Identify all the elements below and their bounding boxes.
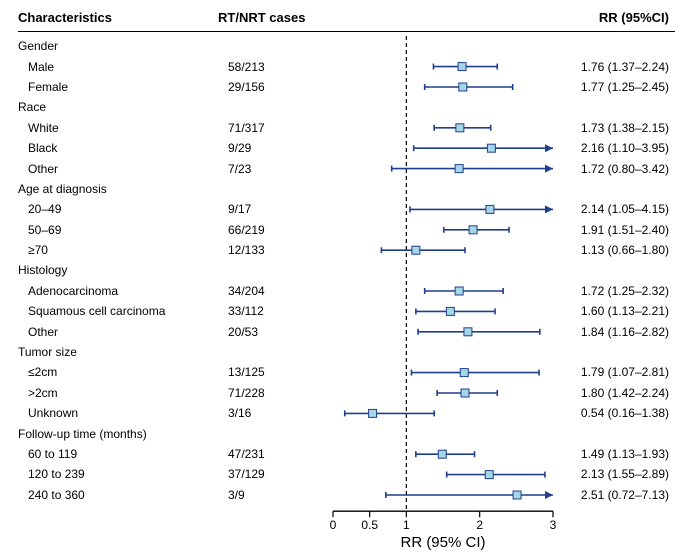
cell-rr: 1.91 (1.51–2.40) [563, 223, 675, 237]
cell-cases: 47/231 [228, 447, 343, 461]
header-rule [18, 31, 675, 32]
cell-rr: 1.76 (1.37–2.24) [563, 60, 675, 74]
cell-characteristic: Follow-up time (months) [18, 427, 218, 441]
cell-characteristic: Adenocarcinoma [18, 284, 228, 298]
svg-text:2: 2 [476, 518, 483, 532]
cell-characteristic: Other [18, 162, 228, 176]
cell-rr: 1.79 (1.07–2.81) [563, 365, 675, 379]
cell-characteristic: Unknown [18, 406, 228, 420]
cell-rr: 1.84 (1.16–2.82) [563, 325, 675, 339]
cell-characteristic: Male [18, 60, 228, 74]
svg-text:3: 3 [550, 518, 557, 532]
cell-characteristic: Squamous cell carcinoma [18, 304, 228, 318]
cell-cases: 20/53 [228, 325, 343, 339]
cell-cases: 58/213 [228, 60, 343, 74]
cell-cases: 71/317 [228, 121, 343, 135]
cell-cases: 37/129 [228, 467, 343, 481]
col-header-plot [333, 10, 553, 25]
col-header-characteristics: Characteristics [18, 10, 218, 25]
cell-characteristic: Female [18, 80, 228, 94]
cell-characteristic: Black [18, 141, 228, 155]
cell-cases: 3/9 [228, 488, 343, 502]
cell-characteristic: 240 to 360 [18, 488, 228, 502]
cell-characteristic: White [18, 121, 228, 135]
cell-cases: 12/133 [228, 243, 343, 257]
svg-text:0.5: 0.5 [361, 518, 378, 532]
cell-rr: 2.51 (0.72–7.13) [563, 488, 675, 502]
cell-rr: 2.14 (1.05–4.15) [563, 202, 675, 216]
cell-cases: 7/23 [228, 162, 343, 176]
svg-text:RR (95% CI): RR (95% CI) [400, 534, 485, 551]
cell-characteristic: 50–69 [18, 223, 228, 237]
cell-characteristic: Age at diagnosis [18, 182, 218, 196]
cell-rr: 2.16 (1.10–3.95) [563, 141, 675, 155]
cell-characteristic: Tumor size [18, 345, 218, 359]
cell-cases: 3/16 [228, 406, 343, 420]
cell-characteristic: Gender [18, 39, 218, 53]
cell-cases: 66/219 [228, 223, 343, 237]
cell-rr: 1.49 (1.13–1.93) [563, 447, 675, 461]
cell-cases: 33/112 [228, 304, 343, 318]
cell-characteristic: Histology [18, 263, 218, 277]
cell-characteristic: ≥70 [18, 243, 228, 257]
cell-rr: 1.13 (0.66–1.80) [563, 243, 675, 257]
cell-characteristic: ≤2cm [18, 365, 228, 379]
cell-characteristic: Other [18, 325, 228, 339]
col-header-rr: RR (95%CI) [553, 10, 675, 25]
cell-cases: 29/156 [228, 80, 343, 94]
cell-rr: 2.13 (1.55–2.89) [563, 467, 675, 481]
cell-cases: 13/125 [228, 365, 343, 379]
svg-text:1: 1 [403, 518, 410, 532]
cell-cases: 34/204 [228, 284, 343, 298]
cell-rr: 1.72 (0.80–3.42) [563, 162, 675, 176]
cell-rr: 0.54 (0.16–1.38) [563, 406, 675, 420]
cell-characteristic: >2cm [18, 386, 228, 400]
cell-rr: 1.80 (1.42–2.24) [563, 386, 675, 400]
cell-cases: 9/29 [228, 141, 343, 155]
cell-characteristic: 20–49 [18, 202, 228, 216]
cell-characteristic: 60 to 119 [18, 447, 228, 461]
cell-rr: 1.60 (1.13–2.21) [563, 304, 675, 318]
cell-characteristic: 120 to 239 [18, 467, 228, 481]
cell-cases: 9/17 [228, 202, 343, 216]
cell-rr: 1.72 (1.25–2.32) [563, 284, 675, 298]
col-header-cases: RT/NRT cases [218, 10, 333, 25]
cell-characteristic: Race [18, 100, 218, 114]
forest-plot: 00.5123RR (95% CI) [333, 36, 553, 466]
svg-text:0: 0 [330, 518, 337, 532]
table-header: Characteristics RT/NRT cases RR (95%CI) [18, 10, 675, 29]
cell-cases: 71/228 [228, 386, 343, 400]
cell-rr: 1.77 (1.25–2.45) [563, 80, 675, 94]
cell-rr: 1.73 (1.38–2.15) [563, 121, 675, 135]
